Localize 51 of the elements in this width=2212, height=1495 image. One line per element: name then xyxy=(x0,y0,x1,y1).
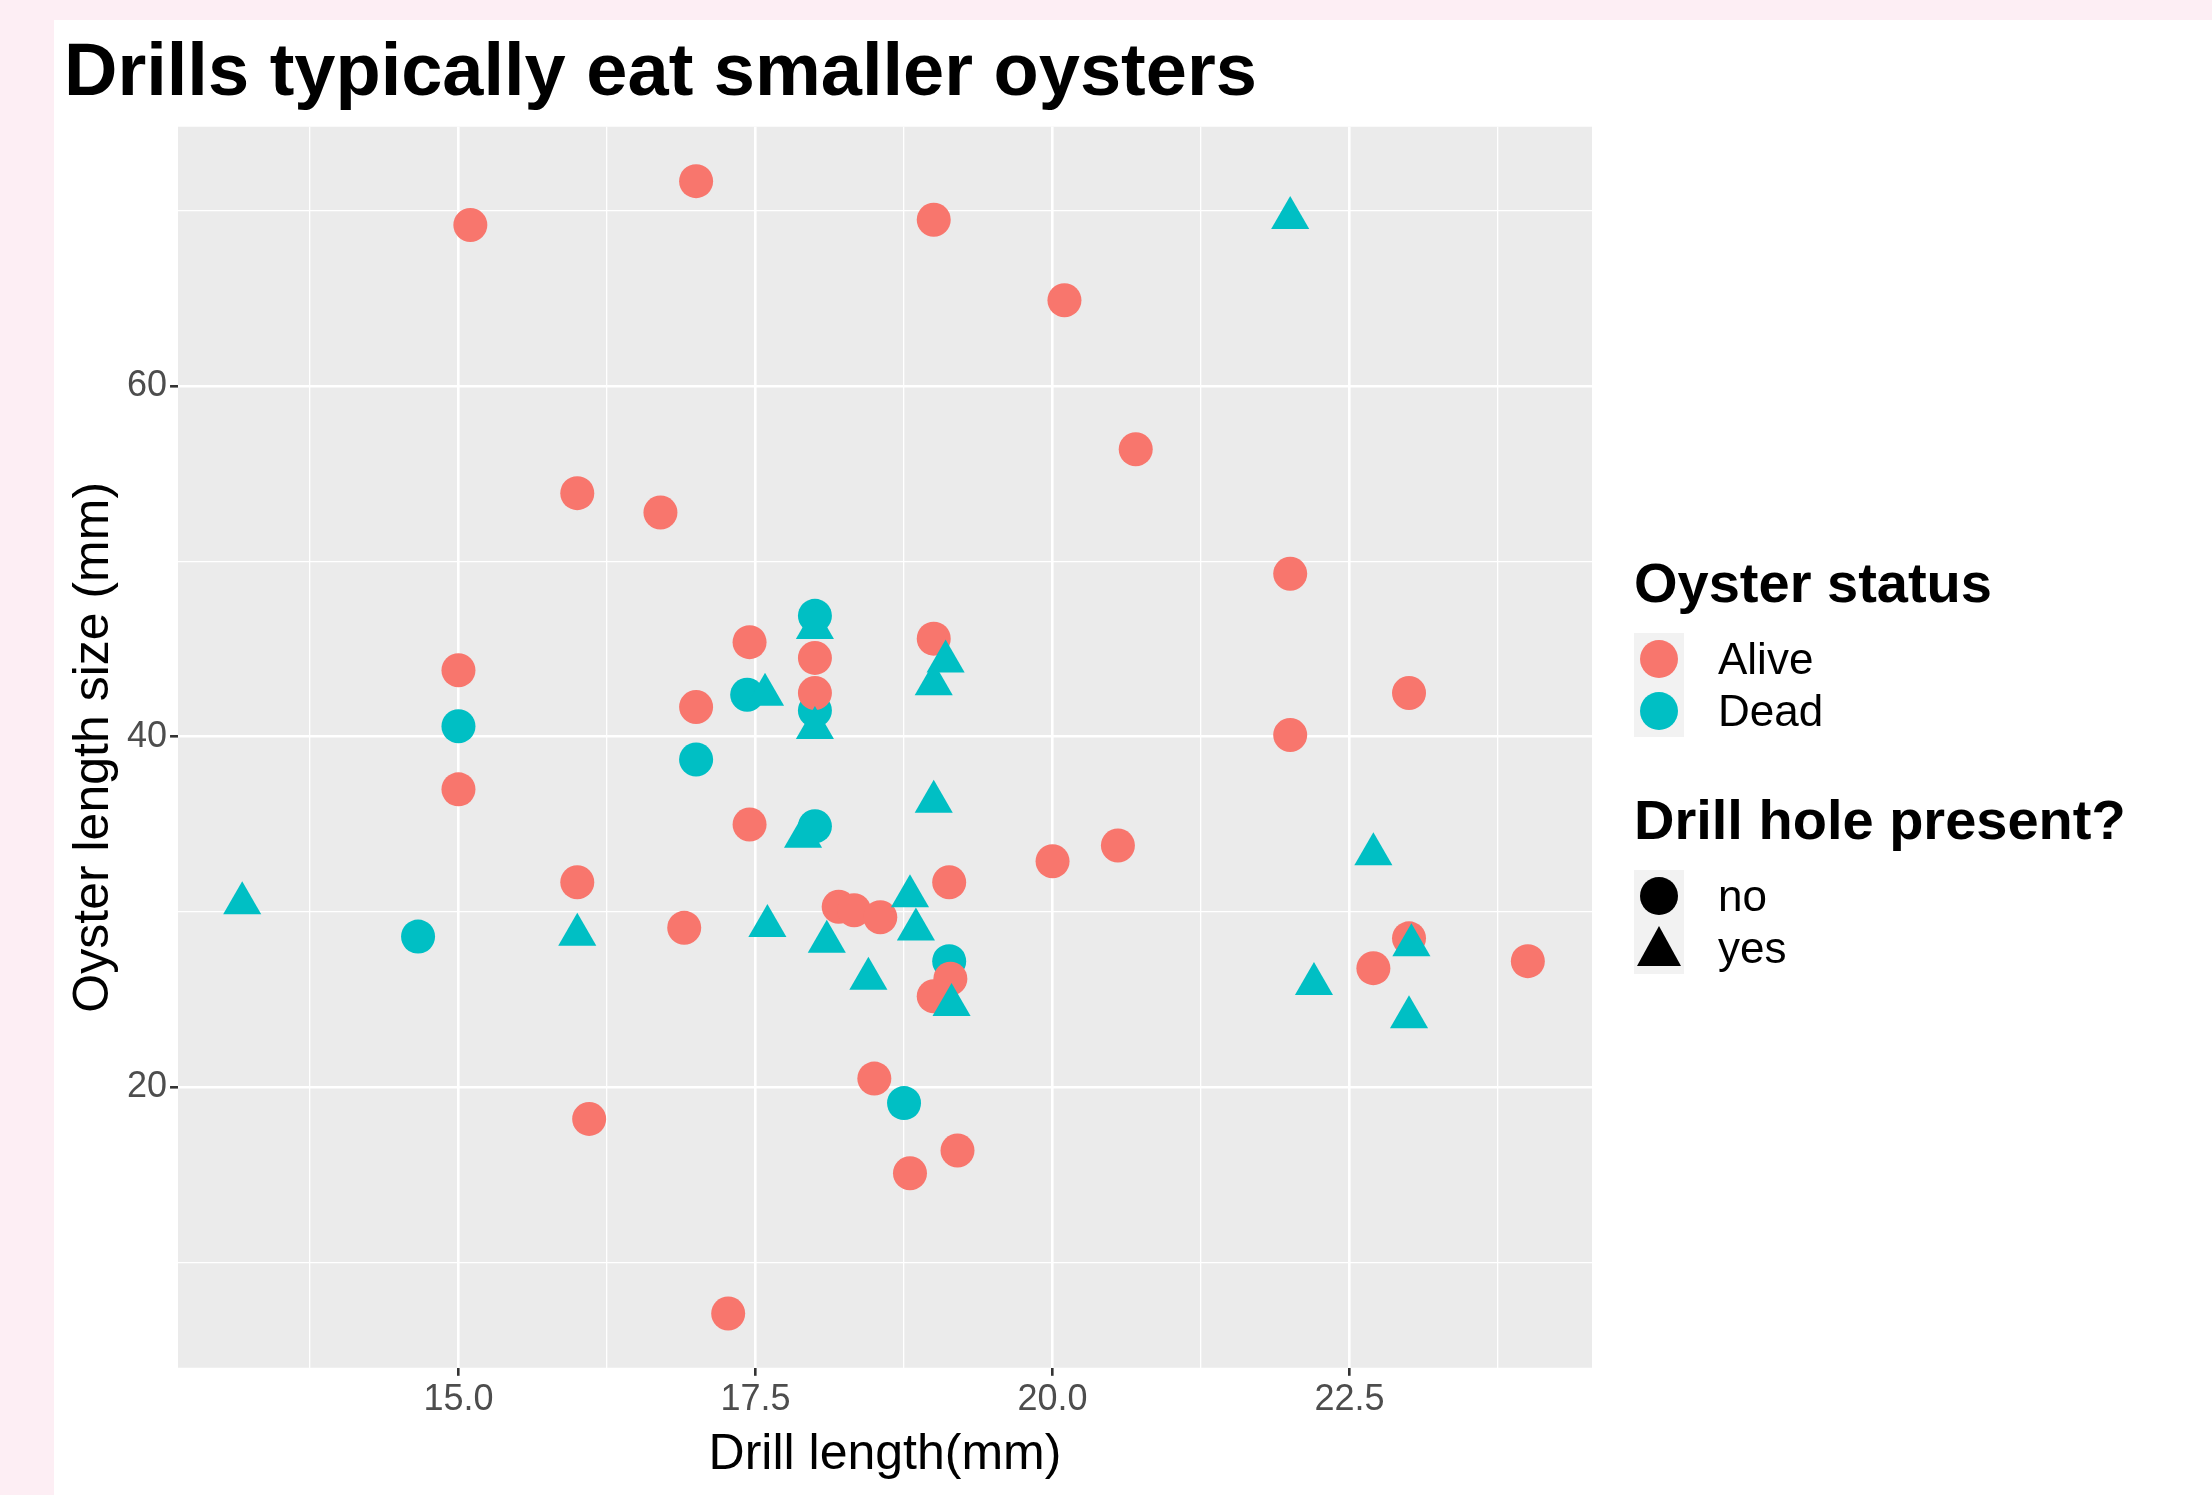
point xyxy=(940,1133,975,1168)
point xyxy=(1047,283,1082,318)
point xyxy=(711,1296,746,1331)
point xyxy=(453,207,488,242)
point xyxy=(441,709,476,744)
x-tick-label: 17.5 xyxy=(720,1377,791,1419)
point xyxy=(560,865,595,900)
x-tick-label: 22.5 xyxy=(1314,1377,1385,1419)
legend-label: Dead xyxy=(1718,686,1824,736)
point xyxy=(1392,675,1427,710)
y-tick-label: 20 xyxy=(127,1064,168,1106)
point xyxy=(916,621,951,656)
point xyxy=(857,1061,892,1096)
point xyxy=(1510,944,1545,979)
point xyxy=(797,640,832,675)
text: Drill hole present? xyxy=(1634,787,2126,852)
point xyxy=(916,202,951,237)
point xyxy=(732,807,767,842)
point xyxy=(401,919,436,954)
point xyxy=(1118,432,1153,467)
point xyxy=(441,653,476,688)
text: no xyxy=(1718,871,1767,921)
x-tick-label: 15.0 xyxy=(423,1377,494,1419)
point xyxy=(1100,828,1135,863)
point xyxy=(441,772,476,807)
point xyxy=(560,476,595,511)
point xyxy=(667,910,702,945)
text: yes xyxy=(1718,923,1787,973)
legend-title: Oyster status xyxy=(1634,550,1993,615)
legend-label: Alive xyxy=(1718,634,1814,684)
point xyxy=(1273,556,1308,591)
point xyxy=(643,495,678,530)
point xyxy=(932,865,967,900)
point xyxy=(679,689,714,724)
y-axis-title: Oyster length size (mm) xyxy=(62,481,119,1013)
x-tick-label: 20.0 xyxy=(1017,1377,1088,1419)
point xyxy=(679,742,714,777)
point xyxy=(797,675,832,710)
point xyxy=(572,1101,607,1136)
point xyxy=(892,1156,927,1191)
chart-title: Drills typically eat smaller oysters xyxy=(64,27,1257,111)
point xyxy=(1356,951,1391,986)
y-tick-label: 40 xyxy=(127,713,168,755)
x-axis-title: Drill length(mm) xyxy=(708,1423,1062,1480)
point xyxy=(863,900,898,935)
point xyxy=(732,625,767,660)
point xyxy=(679,164,714,199)
point xyxy=(887,1086,922,1121)
point xyxy=(1273,718,1308,753)
y-tick-label: 60 xyxy=(127,363,168,405)
point xyxy=(1035,844,1070,879)
